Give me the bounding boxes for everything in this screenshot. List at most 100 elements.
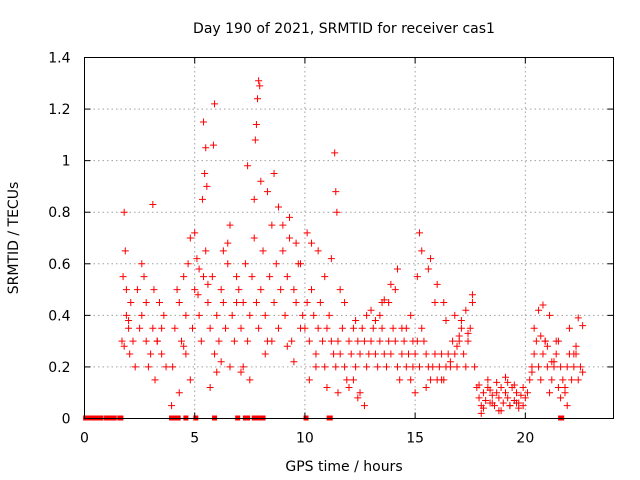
data-point (332, 363, 340, 371)
data-point (333, 208, 341, 216)
data-point (495, 407, 503, 415)
data-point (561, 384, 569, 392)
data-point (446, 358, 454, 366)
y-tick-label: 1.2 (48, 102, 70, 118)
data-point (285, 213, 293, 221)
data-point (268, 337, 276, 345)
data-point (281, 311, 289, 319)
data-point (149, 200, 157, 208)
data-point (213, 368, 221, 376)
data-point (363, 363, 371, 371)
data-point (314, 247, 322, 255)
data-point (241, 260, 249, 268)
data-point (468, 298, 476, 306)
data-point (374, 363, 382, 371)
data-point (147, 350, 155, 358)
data-point (268, 221, 276, 229)
data-point (497, 384, 505, 392)
data-point (367, 337, 375, 345)
data-point (510, 381, 518, 389)
data-point (202, 247, 210, 255)
data-point (194, 291, 202, 299)
data-point (356, 389, 364, 397)
data-point (411, 389, 419, 397)
data-point (559, 376, 567, 384)
series-srmtid (118, 77, 587, 417)
data-point (305, 337, 313, 345)
data-point (177, 337, 185, 345)
data-point (493, 389, 501, 397)
data-point (526, 376, 534, 384)
data-point (363, 311, 371, 319)
data-point (255, 324, 263, 332)
data-point (270, 170, 278, 178)
data-point (191, 286, 199, 294)
data-point (387, 280, 395, 288)
data-point (418, 247, 426, 255)
data-point (233, 273, 241, 281)
data-point (211, 100, 219, 108)
data-point (323, 384, 331, 392)
data-point (354, 394, 362, 402)
data-point (546, 389, 554, 397)
data-point (308, 239, 316, 247)
data-point (151, 376, 159, 384)
data-point (501, 389, 509, 397)
x-axis-label: GPS time / hours (285, 459, 402, 475)
data-point (515, 404, 523, 412)
data-point (579, 368, 587, 376)
x-tick-label: 5 (190, 431, 199, 447)
data-point (184, 260, 192, 268)
data-point (420, 337, 428, 345)
data-point (380, 350, 388, 358)
data-point (325, 311, 333, 319)
data-point (488, 391, 496, 399)
data-point (369, 324, 377, 332)
data-point (169, 363, 177, 371)
data-point (297, 260, 305, 268)
data-point (126, 350, 134, 358)
data-point (444, 350, 452, 358)
data-point (173, 286, 181, 294)
y-tick-label: 0 (62, 412, 71, 428)
data-point (557, 394, 565, 402)
data-point (416, 229, 424, 237)
data-point (334, 389, 342, 397)
x-tick-labels: 0 5 10 15 20 (80, 431, 534, 447)
data-point (398, 324, 406, 332)
data-point (471, 363, 479, 371)
data-point (341, 298, 349, 306)
data-point (429, 363, 437, 371)
data-point (125, 317, 133, 325)
data-point (466, 324, 474, 332)
data-point (203, 182, 211, 190)
data-point (504, 394, 512, 402)
data-point (251, 136, 259, 144)
data-point (352, 317, 360, 325)
data-point (378, 324, 386, 332)
data-point (451, 350, 459, 358)
data-point (230, 337, 238, 345)
y-tick-labels: 0 0.2 0.4 0.6 0.8 1 1.2 1.4 (48, 51, 70, 428)
data-point (568, 376, 576, 384)
data-point (435, 363, 443, 371)
data-point (513, 399, 521, 407)
data-point (288, 337, 296, 345)
y-tick-label: 0.8 (48, 205, 70, 221)
data-point (182, 311, 190, 319)
data-point (382, 363, 390, 371)
data-point (279, 221, 287, 229)
data-point (272, 260, 280, 268)
data-point (153, 337, 161, 345)
data-point (274, 324, 282, 332)
data-point (301, 324, 309, 332)
data-point (453, 342, 461, 350)
data-point (391, 337, 399, 345)
data-point (543, 363, 551, 371)
data-point (468, 291, 476, 299)
data-point (570, 363, 578, 371)
data-point (376, 311, 384, 319)
data-point (158, 350, 166, 358)
data-point (504, 378, 512, 386)
data-point (226, 221, 234, 229)
